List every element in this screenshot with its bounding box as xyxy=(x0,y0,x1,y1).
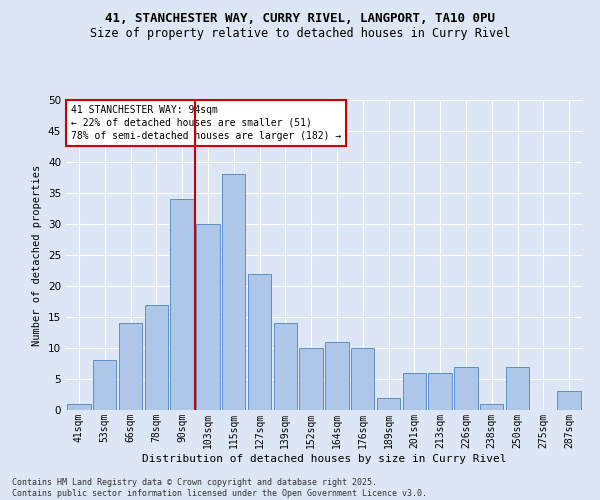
Bar xyxy=(119,323,142,410)
Bar xyxy=(170,199,194,410)
Bar xyxy=(67,404,91,410)
Bar xyxy=(145,304,168,410)
Text: 41, STANCHESTER WAY, CURRY RIVEL, LANGPORT, TA10 0PU: 41, STANCHESTER WAY, CURRY RIVEL, LANGPO… xyxy=(105,12,495,26)
Bar xyxy=(93,360,116,410)
Bar xyxy=(274,323,297,410)
Bar xyxy=(480,404,503,410)
Bar xyxy=(403,373,426,410)
Bar xyxy=(325,342,349,410)
Bar xyxy=(506,366,529,410)
Bar xyxy=(248,274,271,410)
Bar xyxy=(299,348,323,410)
Text: 41 STANCHESTER WAY: 94sqm
← 22% of detached houses are smaller (51)
78% of semi-: 41 STANCHESTER WAY: 94sqm ← 22% of detac… xyxy=(71,104,341,141)
Bar xyxy=(196,224,220,410)
Bar xyxy=(377,398,400,410)
Y-axis label: Number of detached properties: Number of detached properties xyxy=(32,164,43,346)
Text: Contains HM Land Registry data © Crown copyright and database right 2025.
Contai: Contains HM Land Registry data © Crown c… xyxy=(12,478,427,498)
Bar xyxy=(557,392,581,410)
X-axis label: Distribution of detached houses by size in Curry Rivel: Distribution of detached houses by size … xyxy=(142,454,506,464)
Text: Size of property relative to detached houses in Curry Rivel: Size of property relative to detached ho… xyxy=(90,28,510,40)
Bar xyxy=(454,366,478,410)
Bar xyxy=(428,373,452,410)
Bar xyxy=(351,348,374,410)
Bar xyxy=(222,174,245,410)
